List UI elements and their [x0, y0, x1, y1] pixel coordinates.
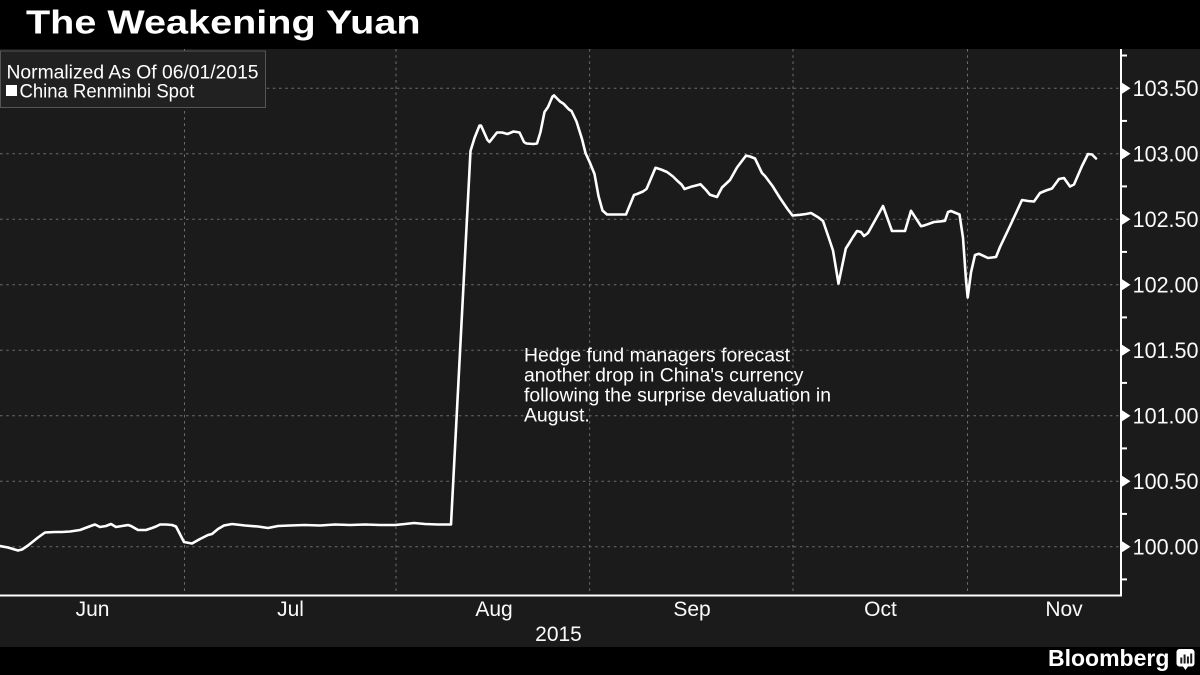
svg-text:Jun: Jun	[76, 598, 110, 621]
svg-text:The Weakening Yuan: The Weakening Yuan	[26, 4, 421, 41]
svg-text:August.: August.	[524, 406, 590, 427]
svg-text:102.00: 102.00	[1133, 272, 1199, 297]
svg-text:Nov: Nov	[1045, 598, 1083, 621]
svg-text:Hedge fund managers forecast: Hedge fund managers forecast	[524, 346, 791, 367]
svg-text:Oct: Oct	[864, 598, 897, 621]
svg-text:101.50: 101.50	[1133, 338, 1199, 363]
svg-text:China Renminbi Spot: China Renminbi Spot	[20, 81, 196, 103]
svg-text:103.00: 103.00	[1133, 141, 1199, 166]
svg-text:another drop in China's curren: another drop in China's currency	[524, 366, 804, 387]
svg-text:2015: 2015	[535, 623, 582, 646]
svg-text:following the surprise devalua: following the surprise devaluation in	[524, 386, 831, 407]
svg-text:102.50: 102.50	[1133, 207, 1199, 232]
svg-text:100.00: 100.00	[1133, 534, 1199, 559]
svg-text:Sep: Sep	[673, 598, 710, 621]
svg-text:Jul: Jul	[277, 598, 304, 621]
svg-text:101.00: 101.00	[1133, 403, 1199, 428]
svg-text:Normalized As Of 06/01/2015: Normalized As Of 06/01/2015	[7, 61, 259, 83]
svg-text:Aug: Aug	[475, 598, 512, 621]
svg-text:Bloomberg: Bloomberg	[1048, 645, 1169, 671]
svg-text:103.50: 103.50	[1133, 76, 1199, 101]
svg-text:100.50: 100.50	[1133, 469, 1199, 494]
